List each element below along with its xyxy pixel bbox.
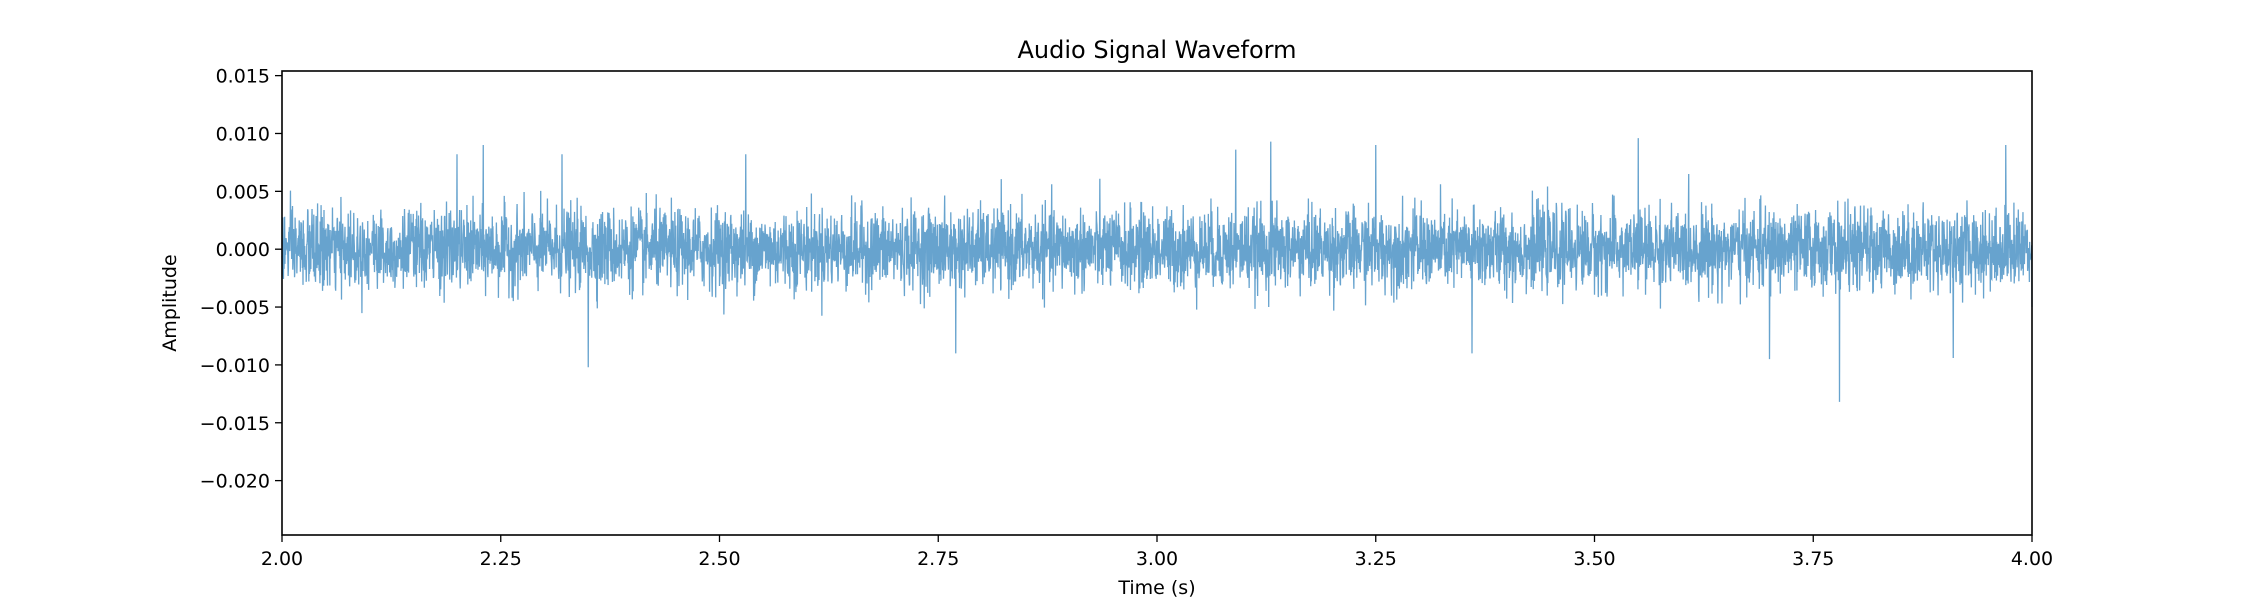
x-tick-label: 2.50 <box>698 548 740 570</box>
y-tick-label: 0.015 <box>216 66 270 88</box>
x-tick-label: 4.00 <box>2011 548 2053 570</box>
x-axis-label: Time (s) <box>1117 577 1195 599</box>
y-tick-label: 0.010 <box>216 123 270 145</box>
x-tick-label: 3.00 <box>1136 548 1178 570</box>
y-tick-label: 0.005 <box>216 181 270 203</box>
y-axis: 0.015 0.010 0.005 0.000 −0.005 −0.010 −0.015 −0… <box>200 66 282 493</box>
y-tick-label: −0.005 <box>200 297 270 319</box>
x-tick-label: 2.75 <box>917 548 959 570</box>
y-tick-label: 0.000 <box>216 239 270 261</box>
y-tick-label: −0.020 <box>200 471 270 493</box>
y-tick-label: −0.010 <box>200 355 270 377</box>
x-tick-label: 3.75 <box>1792 548 1834 570</box>
x-axis: 2.00 2.25 2.50 2.75 3.00 3.25 3.50 3.75 4.00 <box>261 535 2053 570</box>
y-tick-label: −0.015 <box>200 413 270 435</box>
chart-title: Audio Signal Waveform <box>1017 36 1296 64</box>
x-tick-label: 2.00 <box>261 548 303 570</box>
plot-area <box>281 70 2033 536</box>
x-tick-label: 3.50 <box>1573 548 1615 570</box>
x-tick-label: 3.25 <box>1355 548 1397 570</box>
waveform-line <box>281 138 2033 402</box>
y-axis-label: Amplitude <box>159 254 181 351</box>
x-tick-label: 2.25 <box>480 548 522 570</box>
